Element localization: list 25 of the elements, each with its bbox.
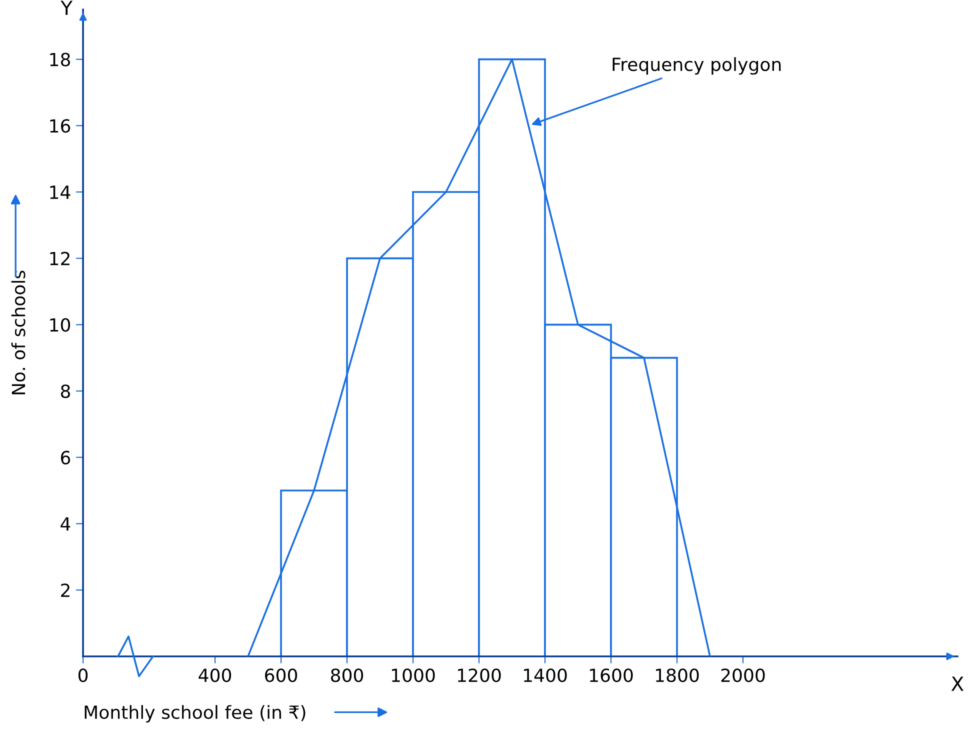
y-tick-label: 16 — [50, 119, 70, 133]
y-tick-label: 10 — [50, 318, 70, 332]
y-tick-label: 14 — [50, 186, 70, 199]
text: X — [951, 676, 964, 691]
y-tick-label: 18 — [50, 52, 70, 66]
x-tick-label: 1200 — [458, 668, 501, 682]
y-axis-title: No. of schools — [11, 270, 26, 394]
y-tick-label: 8 — [60, 384, 70, 398]
x-axis-title: Monthly school fee (in ₹) — [84, 705, 306, 723]
x-tick-label: 1400 — [524, 668, 567, 682]
x-tick-label: 0 — [78, 668, 88, 682]
x-tick-label: 400 — [198, 668, 232, 682]
x-tick-label: 1000 — [392, 668, 435, 682]
x-tick-label: 800 — [331, 668, 364, 682]
x-tick-label: 600 — [265, 668, 298, 682]
x-tick-label: 1800 — [656, 668, 699, 682]
y-tick-label: 4 — [60, 517, 70, 531]
text: Y — [60, 0, 73, 15]
annotation: Frequency polygon — [612, 57, 781, 75]
x-tick-label: 2000 — [721, 668, 765, 682]
line-series — [247, 58, 711, 656]
y-tick-label: 2 — [61, 583, 70, 597]
x-tick-label: 1600 — [590, 668, 633, 682]
y-tick-label: 12 — [50, 252, 70, 266]
y-tick-label: 6 — [61, 450, 70, 464]
